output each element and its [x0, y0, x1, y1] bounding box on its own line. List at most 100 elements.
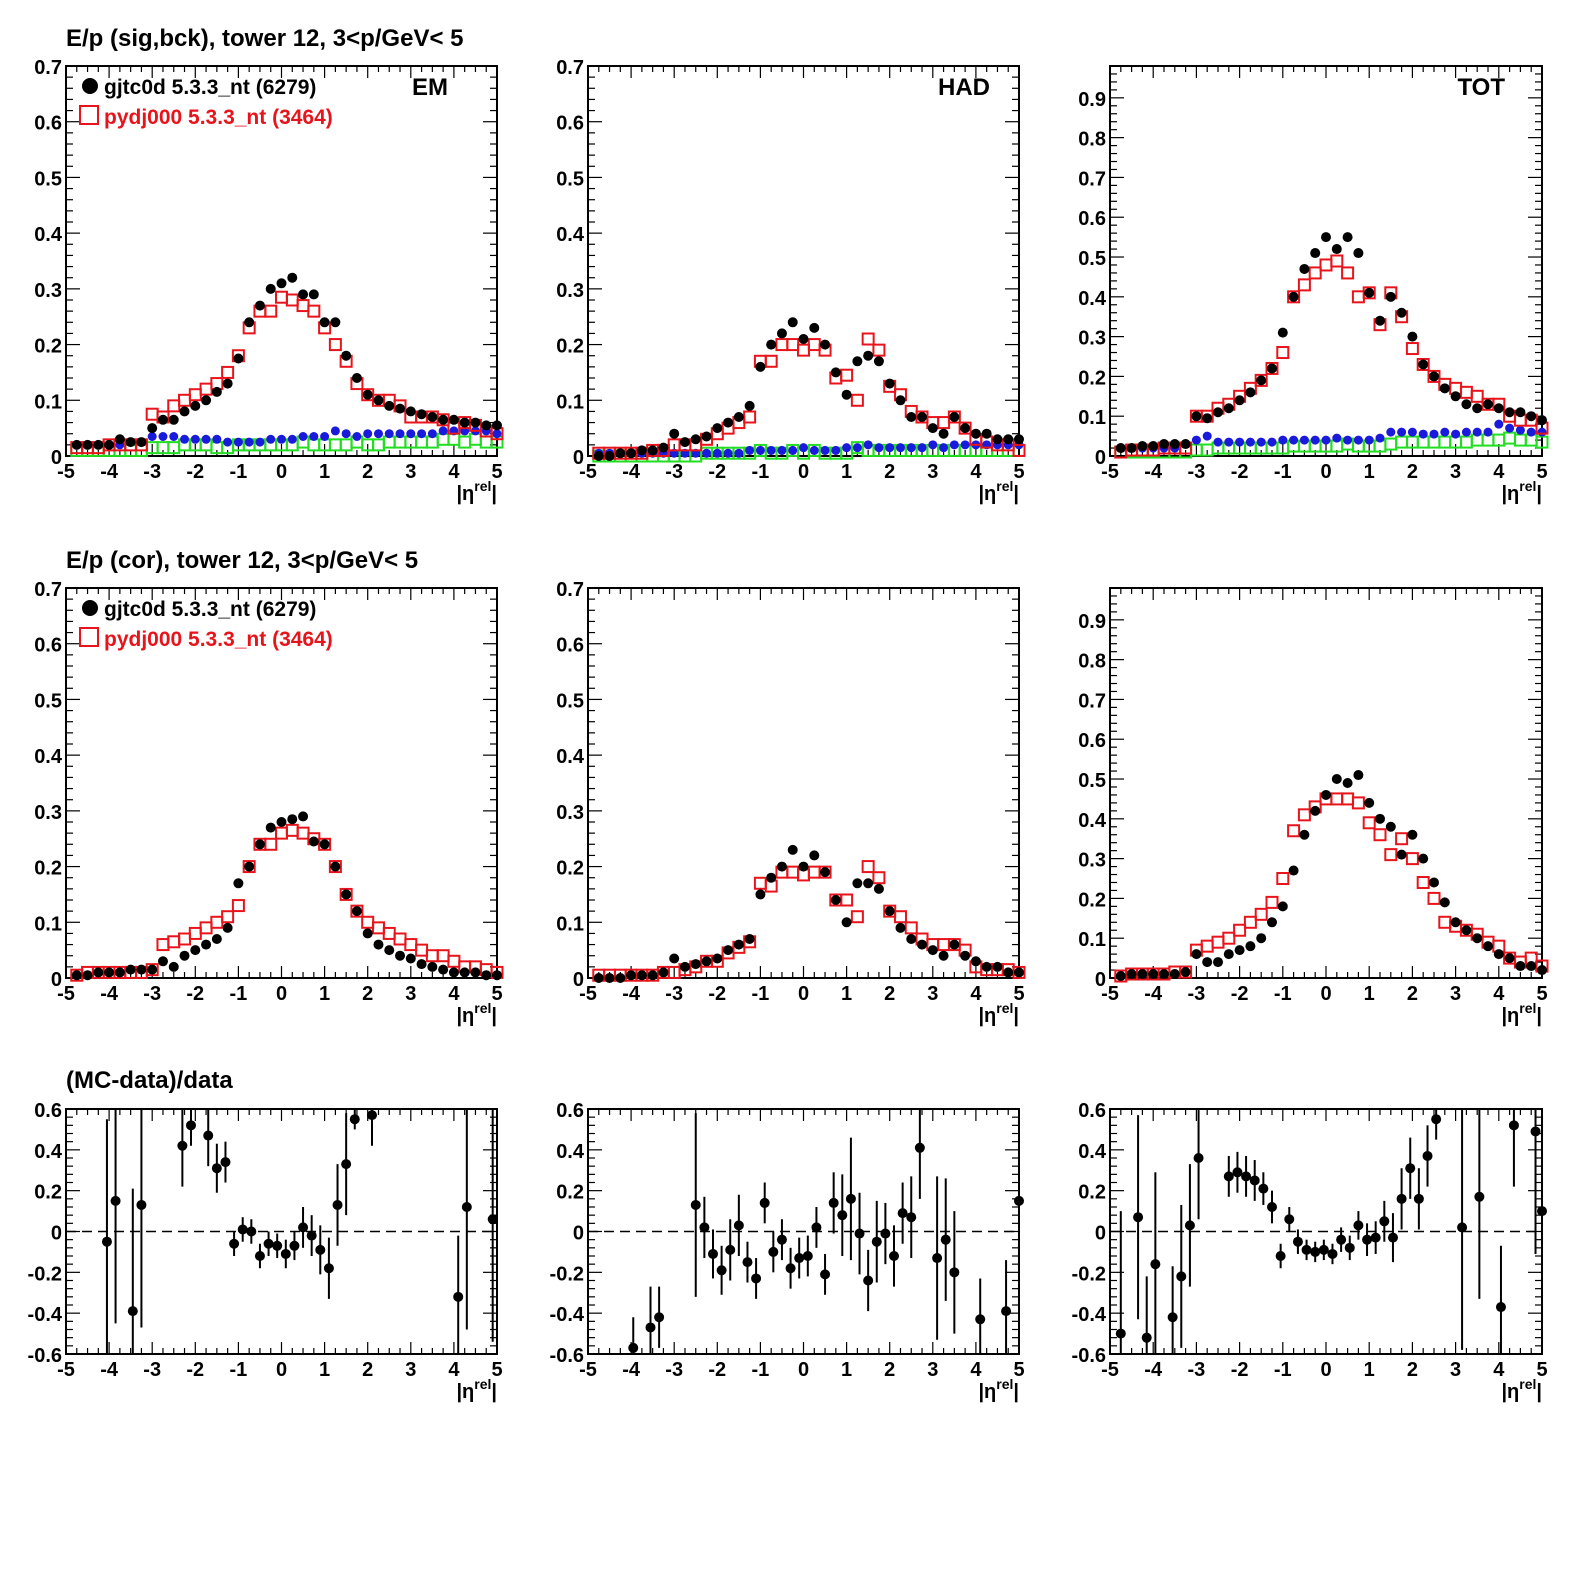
x-tick-label: -1 [752, 983, 770, 1005]
data-point [992, 961, 1003, 972]
x-tick-label: 5 [491, 461, 502, 483]
data-background-point [755, 445, 765, 455]
data-point [330, 861, 341, 872]
y-tick-label: 0.9 [1078, 611, 1106, 633]
ratio-point [1353, 1220, 1364, 1231]
data-background-point [1245, 437, 1255, 447]
y-tick-label: 0 [573, 447, 584, 469]
data-background-point [1407, 427, 1417, 437]
mc-point [1405, 852, 1419, 866]
x-tick-label: -2 [1231, 461, 1249, 483]
ratio-point [820, 1269, 831, 1280]
data-point [1213, 407, 1223, 418]
x-axis-label: |ηrel| [978, 478, 1019, 505]
ratio-point [880, 1228, 891, 1239]
x-tick-label: -4 [622, 461, 641, 483]
mc-point [145, 963, 159, 977]
data-point [136, 437, 147, 448]
y-tick-label: 0.3 [34, 280, 62, 302]
mc-point [893, 910, 907, 924]
x-tick-label: -4 [622, 1359, 641, 1381]
data-point [927, 945, 938, 956]
data-background-point [809, 445, 819, 455]
data-point [636, 970, 647, 981]
y-tick-label: -0.6 [1072, 1345, 1106, 1367]
data-point [766, 339, 777, 350]
data-point [470, 967, 481, 978]
data-point [1515, 407, 1526, 418]
y-tick-label: 0.6 [34, 1100, 62, 1122]
data-point [1396, 307, 1407, 318]
x-axis-label: |ηrel| [1501, 1000, 1542, 1027]
panel-sig_had: -5 -4 -3 -2 -1 0 1 2 3 4 5 0 0.1 0.2 0.3 0.4 0.5 0.6 0.7 |η… [556, 57, 1026, 505]
y-tick-label: 0.3 [1078, 850, 1106, 872]
data-point [906, 934, 917, 944]
data-point [992, 434, 1003, 445]
data-point [669, 953, 680, 964]
y-tick-label: 0 [1095, 447, 1106, 469]
ratio-point [1379, 1216, 1390, 1227]
ratio-point [863, 1275, 874, 1286]
data-point [1331, 774, 1342, 785]
data-point [1504, 407, 1515, 418]
row-title-ratio: (MC-data)/data [66, 1067, 233, 1094]
ratio-point [897, 1208, 908, 1219]
data-point [459, 967, 470, 978]
data-background-point [906, 443, 916, 453]
ratio-point [1530, 1126, 1541, 1137]
data-point [873, 356, 884, 367]
x-tick-label: -2 [1231, 1359, 1249, 1381]
data-point [712, 953, 723, 964]
data-point [147, 423, 158, 434]
data-background-point [1332, 433, 1342, 443]
mc-point [958, 421, 972, 435]
data-background-point [1343, 435, 1353, 445]
x-tick-label: -3 [143, 983, 161, 1005]
ratio-point [742, 1257, 753, 1268]
data-point [448, 414, 459, 425]
data-point [841, 917, 852, 928]
mc-point [850, 910, 864, 924]
data-point [820, 339, 831, 350]
ratio-point [768, 1246, 779, 1257]
y-tick-label: -0.4 [1072, 1304, 1107, 1326]
ratio-point [759, 1197, 770, 1208]
data-background-point [1440, 427, 1450, 437]
data-point [1169, 439, 1180, 450]
data-point [341, 350, 352, 361]
x-tick-label: -3 [665, 983, 683, 1005]
ratio-point [628, 1342, 639, 1353]
data-point [960, 950, 971, 961]
data-point [1364, 797, 1375, 808]
ratio-point [932, 1253, 943, 1264]
x-tick-label: 1 [319, 1359, 330, 1381]
data-point [125, 437, 136, 448]
data-point [1003, 967, 1014, 978]
y-tick-label: 0 [573, 1223, 584, 1245]
data-point [233, 878, 244, 889]
mc-point [221, 365, 235, 379]
ratio-point [1318, 1244, 1329, 1255]
ratio-point [1001, 1306, 1012, 1317]
data-point [1483, 941, 1493, 952]
x-tick-label: 0 [1320, 461, 1331, 483]
data-point [809, 850, 820, 861]
y-tick-label: 0.5 [34, 690, 62, 712]
x-tick-label: 4 [970, 1359, 982, 1381]
y-tick-label: 0.4 [556, 1141, 585, 1163]
x-tick-label: -3 [1188, 461, 1206, 483]
ratio-point [237, 1224, 248, 1235]
data-point [723, 945, 734, 956]
x-tick-label: -1 [1274, 1359, 1292, 1381]
data-point [1213, 957, 1223, 968]
ratio-point [1258, 1183, 1269, 1194]
panel-cor_tot: -5 -4 -3 -2 -1 0 1 2 3 4 5 0 0.1 0.2 0.3 0.4 0.5 0.6 0.7 0.… [1078, 587, 1549, 1027]
mc-point [1297, 278, 1311, 292]
ratio-point [889, 1251, 900, 1261]
data-point [884, 378, 895, 389]
mc-point [1265, 361, 1279, 375]
x-tick-label: 2 [362, 983, 373, 1005]
data-background-point [1472, 427, 1482, 437]
x-tick-label: 4 [970, 461, 982, 483]
data-point [71, 970, 82, 981]
